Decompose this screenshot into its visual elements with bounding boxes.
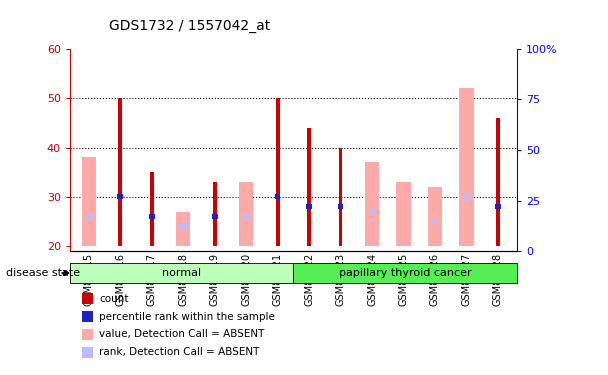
Bar bbox=[117, 195, 123, 200]
Text: count: count bbox=[99, 294, 129, 303]
Bar bbox=[337, 204, 344, 209]
Bar bbox=[365, 162, 379, 246]
Bar bbox=[368, 209, 376, 214]
Bar bbox=[85, 214, 92, 219]
Bar bbox=[243, 214, 250, 219]
Bar bbox=[460, 88, 474, 246]
Bar bbox=[81, 158, 96, 246]
Text: normal: normal bbox=[162, 268, 201, 278]
Bar bbox=[70, 262, 293, 283]
Bar bbox=[150, 172, 154, 246]
Text: value, Detection Call = ABSENT: value, Detection Call = ABSENT bbox=[99, 330, 264, 339]
Bar bbox=[149, 214, 154, 219]
Bar bbox=[339, 147, 342, 246]
Text: papillary thyroid cancer: papillary thyroid cancer bbox=[339, 268, 471, 278]
Text: rank, Detection Call = ABSENT: rank, Detection Call = ABSENT bbox=[99, 348, 260, 357]
Bar bbox=[180, 224, 187, 229]
Bar bbox=[239, 182, 254, 246]
Bar bbox=[213, 182, 216, 246]
Bar bbox=[119, 98, 122, 246]
Bar bbox=[463, 195, 470, 200]
Text: percentile rank within the sample: percentile rank within the sample bbox=[99, 312, 275, 321]
Bar bbox=[293, 262, 517, 283]
Bar bbox=[212, 214, 218, 219]
Bar bbox=[276, 98, 280, 246]
Bar bbox=[176, 212, 190, 246]
Text: GDS1732 / 1557042_at: GDS1732 / 1557042_at bbox=[109, 19, 271, 33]
Bar bbox=[495, 204, 501, 209]
Bar bbox=[275, 195, 280, 200]
Bar bbox=[396, 182, 410, 246]
Bar bbox=[307, 128, 311, 246]
Bar bbox=[496, 118, 500, 246]
Bar bbox=[432, 219, 438, 224]
Bar bbox=[306, 204, 312, 209]
Bar bbox=[428, 187, 442, 246]
Text: disease state: disease state bbox=[6, 268, 80, 278]
